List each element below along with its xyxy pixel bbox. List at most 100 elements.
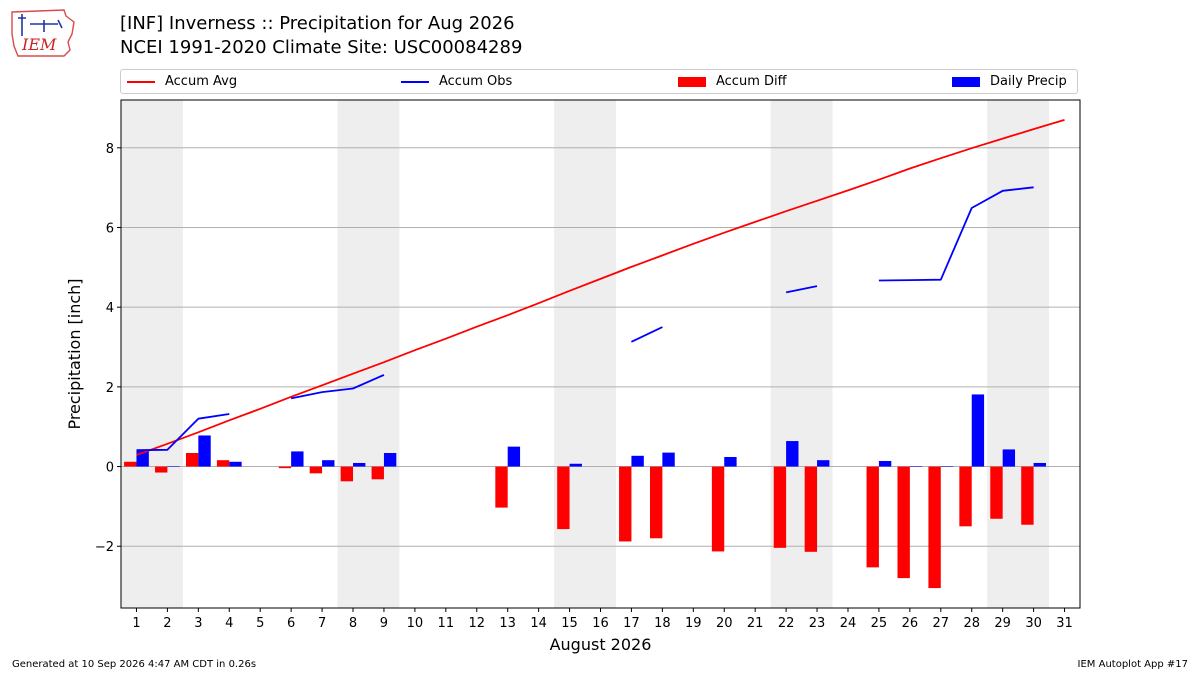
legend-swatch-accum-diff (678, 76, 706, 87)
x-tick-label: 3 (194, 616, 202, 631)
accum-obs-line-segment-1 (136, 413, 230, 452)
x-tick-label: 29 (994, 616, 1011, 631)
x-tick-label: 5 (256, 616, 264, 631)
accum-diff-bar-day-18 (649, 466, 663, 539)
x-tick-label: 20 (716, 616, 733, 631)
accum-obs-line-segment-4 (785, 285, 818, 294)
legend-swatch-daily-precip (952, 76, 980, 87)
generated-timestamp: Generated at 10 Sep 2026 4:47 AM CDT in … (12, 659, 257, 670)
x-tick-label: 21 (747, 616, 764, 631)
x-tick-label: 9 (380, 616, 388, 631)
accum-obs-line-segment-5 (878, 186, 1034, 282)
daily-precip-bar-day-4 (229, 461, 242, 467)
accum-diff-bar-day-15 (557, 466, 570, 530)
accum-diff-bar-day-3 (185, 453, 199, 467)
accum-diff-bar-day-25 (866, 466, 879, 568)
weekend-shade-2 (337, 100, 400, 608)
weather-station-icon (18, 14, 63, 36)
x-tick-label: 25 (871, 616, 888, 631)
accum-diff-bar-day-29 (990, 466, 1003, 519)
x-tick-label: 27 (933, 616, 950, 631)
x-tick-label: 16 (592, 616, 609, 631)
chart-subtitle: NCEI 1991-2020 Climate Site: USC00084289 (120, 37, 523, 58)
daily-precip-bar-day-25 (878, 460, 892, 467)
accum-diff-bar-day-4 (216, 460, 230, 467)
daily-precip-bar-day-29 (1002, 449, 1016, 467)
legend-label-accum-obs: Accum Obs (439, 74, 513, 89)
x-tick-label: 26 (902, 616, 919, 631)
legend-item-accum-avg: Accum Avg (127, 70, 237, 93)
daily-precip-bar-day-2 (167, 466, 180, 467)
x-tick-label: 7 (318, 616, 326, 631)
daily-precip-bar-day-28 (971, 394, 985, 467)
accum-diff-bar-day-2 (155, 466, 168, 473)
daily-precip-bar-day-23 (817, 460, 830, 467)
accum-diff-bar-day-22 (773, 466, 787, 548)
accum-avg-line-segment-1 (136, 119, 1065, 456)
x-tick-label: 19 (685, 616, 702, 631)
chart-legend: Accum Avg Accum Obs Accum Diff Daily Pre… (120, 69, 1078, 94)
daily-precip-bar-day-22 (786, 441, 799, 467)
x-axis-label: August 2026 (550, 635, 652, 654)
accum-obs-line-segment-2 (290, 374, 385, 400)
x-tick-label: 30 (1025, 616, 1042, 631)
legend-swatch-accum-avg (127, 80, 155, 83)
x-tick-label: 17 (623, 616, 640, 631)
accum-diff-bar-day-26 (897, 466, 910, 579)
legend-item-daily-precip: Daily Precip (952, 70, 1067, 93)
accum-diff-bar-day-1 (124, 461, 137, 467)
x-tick-label: 15 (561, 616, 578, 631)
accum-obs-line-segment-3 (631, 326, 663, 343)
x-tick-label: 24 (840, 616, 857, 631)
x-tick-label: 8 (349, 616, 357, 631)
legend-label-daily-precip: Daily Precip (990, 74, 1067, 89)
legend-swatch-accum-obs (401, 80, 429, 83)
daily-precip-bar-day-3 (198, 435, 211, 467)
daily-precip-bar-day-26 (909, 466, 923, 467)
x-tick-label: 18 (654, 616, 671, 631)
daily-precip-bar-day-7 (322, 460, 335, 467)
accum-diff-bar-day-13 (495, 466, 508, 508)
y-tick-label: 6 (106, 221, 114, 236)
legend-label-accum-avg: Accum Avg (165, 74, 238, 89)
accum-diff-bar-day-9 (371, 466, 384, 480)
x-tick-label: 11 (438, 616, 455, 631)
weekend-shade-3 (554, 100, 616, 608)
y-tick-label: 0 (106, 461, 114, 476)
iem-logo: IEM (11, 9, 75, 57)
daily-precip-bar-day-6 (291, 451, 304, 467)
accum-diff-bar-day-27 (928, 466, 941, 589)
y-tick-label: 2 (106, 381, 114, 396)
accum-diff-bar-day-30 (1021, 466, 1034, 525)
y-axis-label: Precipitation [inch] (65, 278, 84, 429)
x-tick-label: 6 (287, 616, 295, 631)
accum-diff-bar-day-6 (278, 466, 292, 469)
daily-precip-bar-day-9 (383, 453, 397, 467)
daily-precip-bar-day-15 (569, 463, 582, 467)
daily-precip-bar-day-27 (940, 466, 954, 467)
daily-precip-bar-day-18 (662, 452, 675, 467)
autoplot-app-id: IEM Autoplot App #17 (1077, 659, 1188, 670)
logo-text: IEM (21, 35, 57, 54)
legend-item-accum-obs: Accum Obs (401, 70, 512, 93)
accum-diff-bar-day-8 (340, 466, 354, 482)
x-tick-label: 14 (530, 616, 547, 631)
x-tick-label: 12 (468, 616, 485, 631)
x-tick-label: 2 (163, 616, 171, 631)
x-tick-label: 23 (809, 616, 826, 631)
accum-diff-bar-day-7 (309, 466, 323, 474)
weekend-shade-5 (987, 100, 1050, 608)
daily-precip-bar-day-13 (507, 446, 521, 467)
x-tick-label: 4 (225, 616, 233, 631)
x-tick-label: 10 (407, 616, 424, 631)
y-tick-label: 8 (106, 142, 114, 157)
x-tick-label: 13 (499, 616, 516, 631)
x-tick-label: 1 (132, 616, 140, 631)
weekend-shade-1 (121, 100, 183, 608)
x-tick-label: 28 (963, 616, 980, 631)
daily-precip-bar-day-8 (353, 462, 366, 467)
legend-label-accum-diff: Accum Diff (716, 74, 787, 89)
y-tick-label: 4 (106, 301, 114, 316)
accum-diff-bar-day-28 (959, 466, 972, 527)
